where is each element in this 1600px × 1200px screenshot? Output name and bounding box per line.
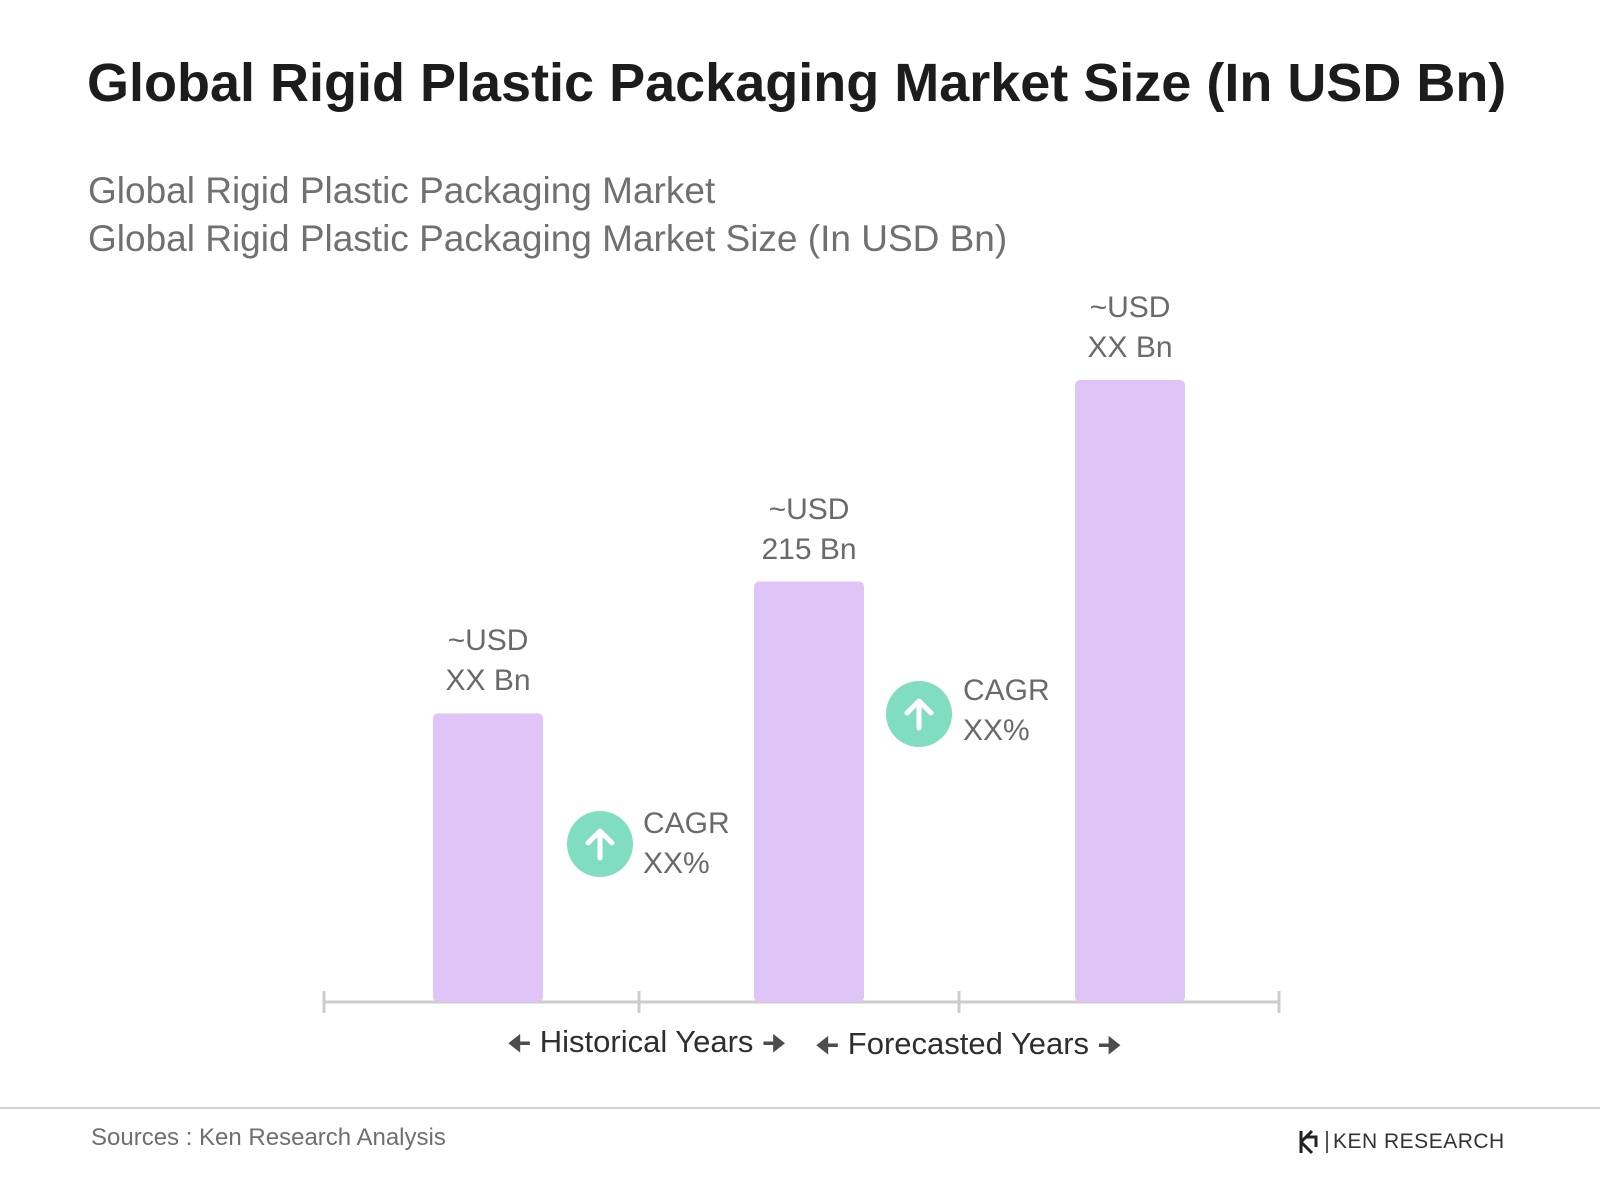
cagr-label: CAGR — [643, 807, 730, 840]
arrow-left-icon: 🠈 — [815, 1030, 840, 1060]
footer-divider — [0, 1107, 1600, 1109]
bar-chart — [322, 380, 1281, 1013]
cagr-annotation: CAGR XX% — [963, 671, 1050, 751]
bar-value-prefix: ~USD — [768, 492, 850, 526]
historical-years-text: Historical Years — [539, 1024, 754, 1059]
ken-research-logo-text: KEN RESEARCH — [1326, 1131, 1505, 1153]
chart-subtitle-line1: Global Rigid Plastic Packaging Market — [88, 170, 716, 211]
arrow-up-icon — [567, 811, 633, 877]
arrow-right-icon: 🠊 — [1097, 1030, 1122, 1060]
chart-subtitle-line2: Global Rigid Plastic Packaging Market Si… — [88, 218, 1008, 259]
bar-value-label: ~USD XX Bn — [388, 621, 588, 701]
bar — [754, 581, 864, 1002]
cagr-value: XX% — [643, 847, 710, 880]
ken-research-logo: KEN RESEARCH — [1298, 1128, 1505, 1156]
ken-research-logo-icon — [1299, 1129, 1318, 1155]
cagr-value: XX% — [963, 714, 1030, 747]
bar-value-prefix: ~USD — [1089, 291, 1171, 324]
cagr-label: CAGR — [963, 674, 1050, 707]
cagr-annotation: CAGR XX% — [643, 804, 730, 884]
bar — [433, 713, 543, 1002]
bar-value-label: ~USD 215 Bn — [709, 490, 909, 570]
arrow-up-icon — [886, 681, 952, 747]
arrow-left-icon: 🠈 — [507, 1028, 532, 1058]
chart-title: Global Rigid Plastic Packaging Market Si… — [87, 53, 1507, 113]
bar — [1075, 380, 1185, 1002]
bar-value-amount: 215 Bn — [761, 532, 857, 566]
source-note: Sources : Ken Research Analysis — [91, 1124, 446, 1151]
bar-value-amount: XX Bn — [445, 664, 531, 698]
bar-value-prefix: ~USD — [447, 624, 529, 658]
bar-value-label: ~USD XX Bn — [1030, 288, 1230, 368]
historical-years-label: 🠈 Historical Years 🠊 — [507, 1024, 786, 1069]
bar-value-amount: XX Bn — [1087, 331, 1173, 364]
arrow-right-icon: 🠊 — [762, 1028, 787, 1058]
forecasted-years-label: 🠈 Forecasted Years 🠊 — [815, 1026, 1122, 1071]
forecasted-years-text: Forecasted Years — [847, 1026, 1090, 1061]
